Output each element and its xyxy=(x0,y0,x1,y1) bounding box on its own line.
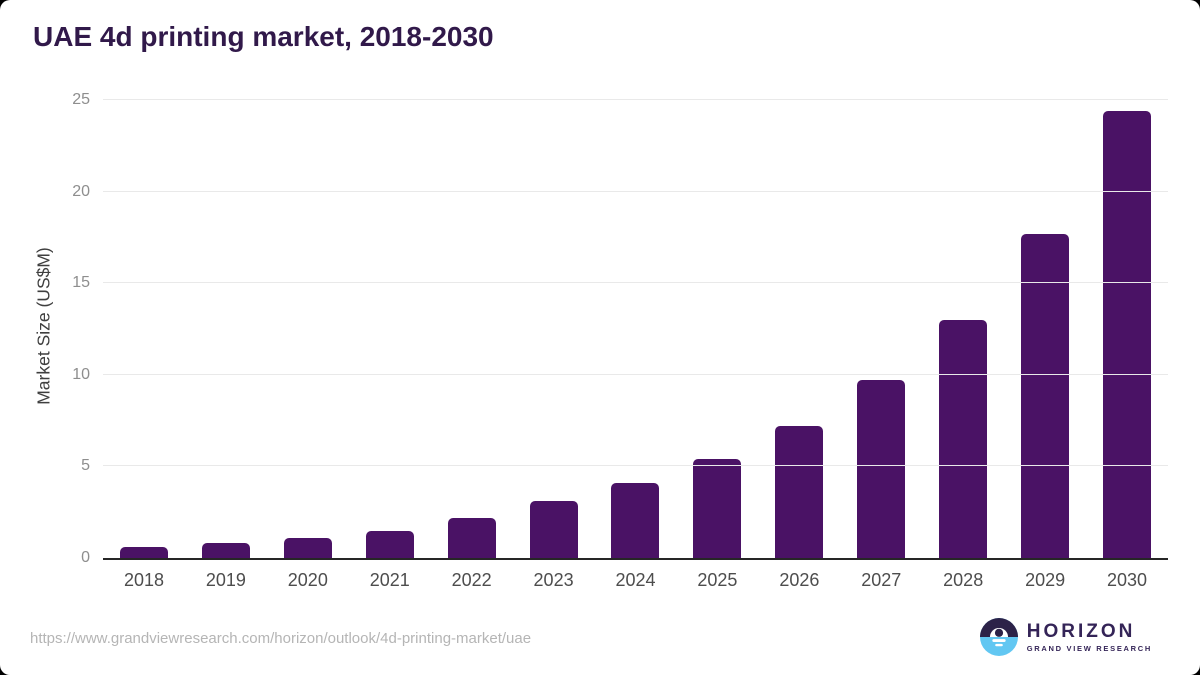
logo-sub-brand: GRAND VIEW RESEARCH xyxy=(1026,643,1152,653)
bar-2026 xyxy=(775,426,824,558)
bar-column-2029: 2029 xyxy=(1004,100,1086,590)
bar-column-2019: 2019 xyxy=(185,100,267,590)
bar-2020 xyxy=(283,537,332,558)
bar-2022 xyxy=(447,517,496,558)
gridline-y-15 xyxy=(103,282,1168,284)
bar-2024 xyxy=(611,482,660,558)
x-tick-label-2021: 2021 xyxy=(369,570,410,590)
x-tick-label-2025: 2025 xyxy=(697,570,738,590)
bar-2021 xyxy=(365,530,414,558)
source-url: https://www.grandviewresearch.com/horizo… xyxy=(30,630,532,647)
brand-logo: HORIZON GRAND VIEW RESEARCH xyxy=(979,618,1152,656)
x-tick-label-2020: 2020 xyxy=(287,570,328,590)
bar-column-2026: 2026 xyxy=(758,100,840,590)
y-tick-label-15: 15 xyxy=(72,274,90,292)
x-tick-label-2030: 2030 xyxy=(1107,570,1148,590)
bar-column-2021: 2021 xyxy=(349,100,431,590)
bar-column-2027: 2027 xyxy=(840,100,922,590)
gridline-y-25 xyxy=(103,99,1168,100)
x-tick-label-2023: 2023 xyxy=(533,570,574,590)
plot-area: 2018 2019 2020 2021 2022 2023 2024 2025 2026 2027… xyxy=(72,92,1168,590)
bar-column-2025: 2025 xyxy=(676,100,758,590)
gridline-y-20 xyxy=(103,190,1168,192)
bar-2027 xyxy=(857,380,906,558)
y-tick-label-5: 5 xyxy=(81,457,90,475)
bar-column-2020: 2020 xyxy=(267,100,349,590)
bar-2018 xyxy=(119,547,168,558)
bar-2028 xyxy=(939,319,988,558)
x-tick-label-2019: 2019 xyxy=(205,570,246,590)
logo-text: HORIZON GRAND VIEW RESEARCH xyxy=(1027,622,1152,653)
bar-series: 2018 2019 2020 2021 2022 2023 2024 2025 2026 2027… xyxy=(103,100,1168,590)
x-tick-label-2024: 2024 xyxy=(615,570,656,590)
chart-title: UAE 4d printing market, 2018-2030 xyxy=(33,21,494,52)
horizon-logo-icon xyxy=(979,618,1018,656)
bar-column-2028: 2028 xyxy=(922,100,1004,590)
y-tick-label-10: 10 xyxy=(72,365,90,383)
bar-column-2030: 2030 xyxy=(1086,100,1168,590)
x-tick-label-2022: 2022 xyxy=(451,570,492,590)
x-tick-label-2029: 2029 xyxy=(1025,570,1066,590)
bar-2025 xyxy=(693,459,742,558)
bar-2029 xyxy=(1021,233,1070,558)
x-tick-label-2018: 2018 xyxy=(123,570,164,590)
bar-2023 xyxy=(529,501,578,558)
bar-2030 xyxy=(1103,111,1152,558)
y-tick-label-20: 20 xyxy=(72,182,90,200)
bar-column-2024: 2024 xyxy=(595,100,677,590)
y-tick-label-0: 0 xyxy=(81,549,90,566)
bar-column-2023: 2023 xyxy=(513,100,595,590)
x-tick-label-2026: 2026 xyxy=(779,570,820,590)
gridline-y-5 xyxy=(103,465,1168,467)
y-tick-label-25: 25 xyxy=(72,91,90,108)
bar-2019 xyxy=(201,543,250,558)
x-tick-label-2028: 2028 xyxy=(943,570,984,590)
bar-column-2022: 2022 xyxy=(431,100,513,590)
gridline-y-10 xyxy=(103,373,1168,375)
logo-brand-name: HORIZON xyxy=(1026,620,1136,642)
bar-column-2018: 2018 xyxy=(103,100,185,590)
y-axis-title: Market Size (US$M) xyxy=(33,247,54,405)
x-tick-label-2027: 2027 xyxy=(861,570,902,590)
